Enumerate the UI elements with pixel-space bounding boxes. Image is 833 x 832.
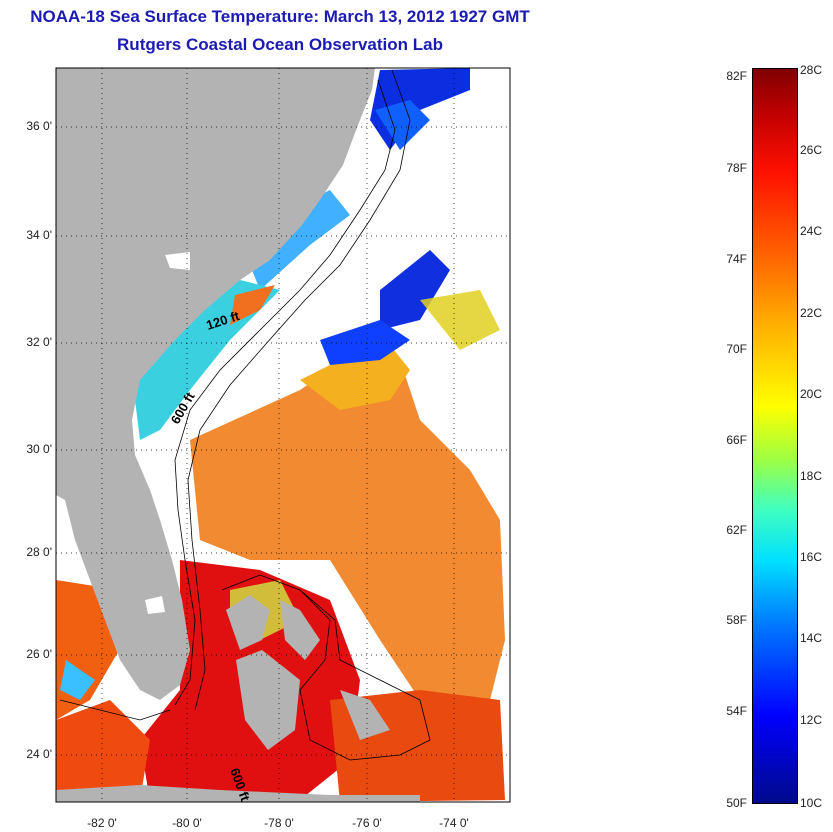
lon-label: -74 0' [439, 816, 469, 830]
colorbar-label-f: 78F [726, 161, 747, 175]
lat-label: 34 0' [26, 228, 52, 242]
colorbar-label-f: 54F [726, 704, 747, 718]
lat-label: 36 0' [26, 119, 52, 133]
lat-label: 26 0' [26, 647, 52, 661]
colorbar-label-f: 50F [726, 796, 747, 810]
lat-label: 24 0' [26, 747, 52, 761]
colorbar-label-c: 26C [800, 143, 823, 157]
lat-label: 32 0' [26, 335, 52, 349]
graticule [56, 68, 510, 802]
colorbar-label-c: 14C [800, 631, 823, 645]
depth-contours [59, 69, 431, 761]
lon-label: -82 0' [87, 816, 117, 830]
colorbar-label-c: 20C [800, 387, 823, 401]
colorbar-label-f: 82F [726, 69, 747, 83]
map-frame [55, 67, 511, 803]
colorbar-label-c: 18C [800, 469, 823, 483]
lat-label: 28 0' [26, 545, 52, 559]
colorbar-label-f: 74F [726, 252, 747, 266]
lon-label: -80 0' [172, 816, 202, 830]
colorbar-label-c: 28C [800, 63, 823, 77]
colorbar-label-c: 10C [800, 796, 823, 810]
colorbar-label-c: 24C [800, 224, 823, 238]
colorbar-label-c: 16C [800, 550, 823, 564]
lon-label: -78 0' [264, 816, 294, 830]
lat-label: 30 0' [26, 442, 52, 456]
colorbar-label-f: 58F [726, 613, 747, 627]
colorbar-label-f: 66F [726, 433, 747, 447]
colorbar-label-c: 22C [800, 306, 823, 320]
colorbar-label-f: 62F [726, 523, 747, 537]
lon-label: -76 0' [352, 816, 382, 830]
map-subtitle: Rutgers Coastal Ocean Observation Lab [117, 35, 443, 54]
colorbar-label-c: 12C [800, 713, 823, 727]
map-title: NOAA-18 Sea Surface Temperature: March 1… [30, 7, 530, 26]
colorbar-label-f: 70F [726, 342, 747, 356]
temperature-colorbar [752, 68, 798, 804]
land-mass [56, 68, 420, 802]
